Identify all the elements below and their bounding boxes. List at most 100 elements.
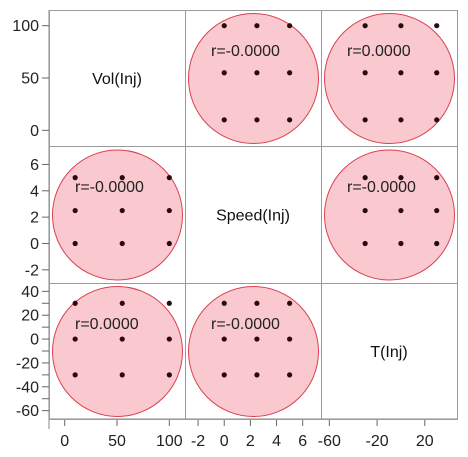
cell-frame [321,283,458,420]
x-tick-label: 50 [108,433,126,450]
data-point [287,300,293,306]
density-ellipse [324,149,455,281]
data-point [362,175,368,181]
x-tick-label: 0 [220,433,229,450]
y-tick-label: 2 [30,210,39,227]
y-tick-label: 100 [12,18,39,35]
data-point [362,207,368,214]
cell-vol-inj-vs-vol-inj: Vol(Inj) [49,10,186,147]
y-tick-label: -2 [25,262,39,279]
data-point [119,372,125,378]
data-point [398,240,404,247]
data-point [221,336,227,342]
data-point [166,240,172,247]
correlation-label: r=-0.0000 [75,179,144,196]
variable-label: Speed(Inj) [216,208,290,225]
data-point [287,23,293,29]
cell-vol-inj-vs-t-inj: r=0.0000 [321,10,458,147]
y-tick-label: 20 [21,308,39,325]
data-point [72,175,78,181]
data-point [398,70,404,76]
data-point [119,300,125,306]
y-tick-label: 0 [30,332,39,349]
data-point [434,23,440,29]
x-tick-label: 6 [298,433,307,450]
correlation-label: r=-0.0000 [211,43,280,60]
density-ellipse [188,286,319,417]
data-point [166,336,172,342]
y-tick-label: 6 [30,157,39,174]
data-point [119,175,125,181]
data-point [221,23,227,29]
x-tick-label: -2 [191,433,205,450]
data-point [221,372,227,378]
data-point [254,372,260,378]
data-point [362,240,368,247]
data-point [434,240,440,247]
data-point [119,240,125,247]
correlation-label: r=-0.0000 [211,316,280,333]
cells-layer: Vol(Inj) r=-0.0000 r=0.0000 r=-0.0000 Speed(… [49,10,458,420]
y-tick-label: 50 [21,71,39,88]
data-point [434,117,440,123]
data-point [434,207,440,214]
x-tick-label: -60 [318,433,341,450]
variable-label: Vol(Inj) [92,71,142,88]
x-tick-label: 0 [60,433,69,450]
density-ellipse [188,13,319,144]
variable-label: T(Inj) [370,344,407,361]
data-point [72,240,78,247]
density-ellipse [324,13,455,144]
cell-t-inj-vs-speed-inj: r=-0.0000 [185,283,322,420]
data-point [119,336,125,342]
data-point [254,23,260,29]
x-tick-label: 100 [156,433,183,450]
data-point [362,23,368,29]
data-point [166,300,172,306]
x-tick-label: 20 [416,433,434,450]
density-ellipse [52,286,183,417]
data-point [287,372,293,378]
data-point [287,70,293,76]
density-ellipse [52,149,183,281]
y-tick-label: 4 [30,183,39,200]
data-point [72,336,78,342]
data-point [398,175,404,181]
data-point [254,70,260,76]
data-point [287,336,293,342]
data-point [254,117,260,123]
data-point [362,70,368,76]
data-point [362,117,368,123]
correlation-label: r=-0.0000 [347,179,416,196]
x-tick-label: -20 [366,433,389,450]
data-point [287,117,293,123]
data-point [434,70,440,76]
data-point [72,207,78,214]
data-point [166,207,172,214]
data-point [72,372,78,378]
y-tick-label: 40 [21,284,39,301]
data-point [254,336,260,342]
y-tick-label: -40 [16,379,39,396]
y-tick-label: 0 [30,123,39,140]
y-tick-label: -20 [16,355,39,372]
cell-speed-inj-vs-vol-inj: r=-0.0000 [49,146,186,284]
cell-speed-inj-vs-t-inj: r=-0.0000 [321,146,458,284]
data-point [119,207,125,214]
data-point [434,175,440,181]
data-point [398,117,404,123]
data-point [398,207,404,214]
cell-t-inj-vs-t-inj: T(Inj) [321,283,458,420]
cell-speed-inj-vs-speed-inj: Speed(Inj) [185,146,322,284]
data-point [221,117,227,123]
cell-vol-inj-vs-speed-inj: r=-0.0000 [185,10,322,147]
data-point [254,300,260,306]
y-tick-label: 0 [30,236,39,253]
data-point [166,175,172,181]
data-point [398,23,404,29]
correlation-label: r=0.0000 [75,316,139,333]
correlation-label: r=0.0000 [347,43,411,60]
data-point [72,300,78,306]
